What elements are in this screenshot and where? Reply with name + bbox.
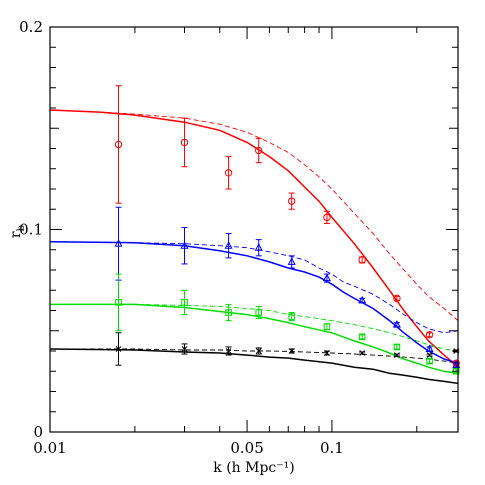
x-tick-label: 0.01 bbox=[33, 439, 66, 457]
marker-cross bbox=[359, 350, 366, 356]
data-point-0 bbox=[114, 85, 123, 204]
plot-frame bbox=[49, 26, 459, 433]
marker-cross bbox=[115, 346, 122, 352]
marker-circle bbox=[255, 146, 263, 155]
y-tick-label: 0 bbox=[33, 423, 43, 441]
x-axis-label: k (h Mpc⁻¹) bbox=[213, 460, 294, 476]
data-point-1 bbox=[392, 320, 401, 328]
data-points bbox=[114, 85, 461, 375]
marker-triangle bbox=[358, 295, 367, 304]
marker-triangle bbox=[180, 241, 189, 249]
data-point-2 bbox=[288, 312, 296, 322]
marker-cross bbox=[394, 352, 400, 358]
data-point-3 bbox=[359, 350, 366, 356]
data-point-3 bbox=[393, 352, 400, 358]
x-tick-label: 0.05 bbox=[230, 439, 263, 457]
data-point-0 bbox=[358, 256, 366, 264]
x-tick-label: 0.1 bbox=[320, 439, 344, 457]
model-curves bbox=[49, 109, 459, 385]
data-point-1 bbox=[224, 233, 233, 259]
data-point-2 bbox=[115, 273, 122, 332]
marker-cross bbox=[225, 348, 232, 354]
y-tick-label: 0.1 bbox=[19, 221, 43, 239]
data-point-3 bbox=[426, 352, 433, 358]
data-point-2 bbox=[323, 323, 331, 331]
dashed-curve-2 bbox=[50, 303, 459, 352]
y-tick-label: 0.2 bbox=[19, 18, 43, 36]
marker-square bbox=[393, 343, 401, 351]
data-point-0 bbox=[393, 294, 401, 303]
solid-curve-2 bbox=[50, 303, 459, 375]
data-point-3 bbox=[225, 346, 232, 356]
marker-circle bbox=[288, 197, 296, 205]
data-point-2 bbox=[358, 333, 366, 341]
data-point-2 bbox=[181, 289, 188, 316]
data-point-1 bbox=[180, 226, 189, 265]
marker-square bbox=[426, 357, 433, 365]
marker-cross bbox=[324, 350, 330, 356]
data-point-0 bbox=[224, 156, 233, 190]
marker-circle bbox=[114, 140, 123, 149]
data-point-3 bbox=[255, 347, 262, 355]
marker-circle bbox=[224, 169, 233, 177]
axis-ticks bbox=[49, 26, 458, 433]
marker-triangle bbox=[224, 241, 233, 249]
tick-labels: 0.01 0.05 0.1 0 0.1 0.2 bbox=[19, 18, 344, 457]
marker-cross bbox=[426, 352, 433, 358]
data-point-0 bbox=[288, 192, 296, 210]
data-point-2 bbox=[255, 305, 263, 320]
data-point-1 bbox=[425, 344, 434, 352]
y-axis-label: rb bbox=[8, 225, 27, 238]
marker-circle bbox=[358, 256, 366, 264]
marker-square bbox=[255, 309, 263, 316]
marker-square bbox=[323, 323, 331, 330]
marker-circle bbox=[323, 213, 331, 222]
data-point-0 bbox=[425, 331, 434, 339]
marker-triangle bbox=[392, 320, 401, 328]
data-point-3 bbox=[181, 343, 188, 355]
dashed-curve-0 bbox=[49, 109, 459, 321]
solid-curve-1 bbox=[49, 240, 459, 364]
data-point-0 bbox=[180, 117, 189, 168]
data-point-1 bbox=[358, 295, 367, 304]
data-point-2 bbox=[426, 357, 433, 365]
marker-triangle bbox=[425, 344, 434, 352]
data-point-2 bbox=[225, 303, 232, 322]
data-point-0 bbox=[323, 210, 331, 224]
marker-triangle bbox=[287, 257, 296, 265]
data-point-1 bbox=[322, 273, 331, 283]
data-point-0 bbox=[255, 137, 263, 164]
data-point-3 bbox=[288, 348, 295, 354]
data-point-2 bbox=[393, 343, 401, 351]
data-point-3 bbox=[323, 350, 330, 356]
marker-cross bbox=[255, 348, 262, 354]
dashed-curve-3 bbox=[50, 348, 459, 364]
marker-square bbox=[225, 309, 232, 316]
marker-triangle bbox=[322, 273, 331, 282]
marker-cross bbox=[288, 348, 295, 354]
marker-square bbox=[358, 333, 366, 341]
marker-square bbox=[288, 313, 296, 320]
data-point-1 bbox=[114, 206, 123, 281]
data-point-1 bbox=[254, 239, 263, 257]
marker-circle bbox=[393, 294, 401, 303]
marker-circle bbox=[180, 138, 189, 147]
data-point-1 bbox=[287, 255, 296, 269]
marker-triangle bbox=[254, 243, 263, 251]
solid-curve-3 bbox=[49, 348, 459, 385]
marker-circle bbox=[425, 331, 434, 339]
solid-curve-0 bbox=[49, 109, 459, 368]
marker-square bbox=[115, 299, 122, 306]
marker-square bbox=[181, 299, 188, 306]
marker-cross bbox=[181, 346, 188, 352]
data-point-3 bbox=[115, 332, 122, 366]
marker-triangle bbox=[114, 239, 123, 247]
dashed-curve-1 bbox=[49, 241, 459, 334]
